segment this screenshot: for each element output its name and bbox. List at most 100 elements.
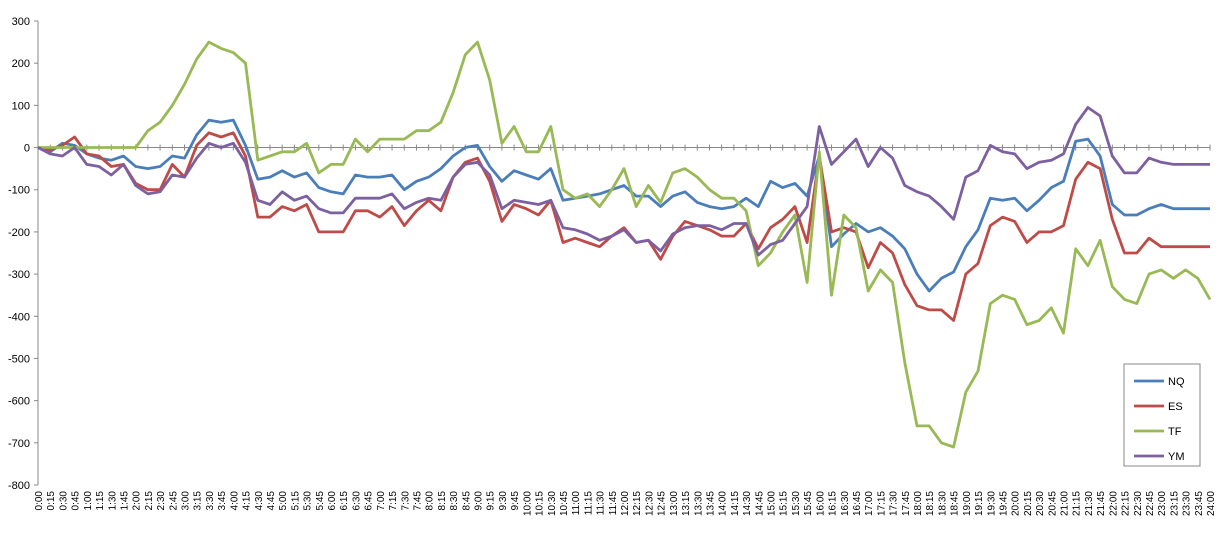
x-tick-label: 12:30 [644, 491, 655, 516]
x-tick-label: 13:30 [693, 491, 704, 516]
x-tick-label: 23:15 [1169, 491, 1180, 516]
x-tick-label: 17:30 [889, 491, 900, 516]
x-tick-label: 20:45 [1047, 491, 1058, 516]
legend-box [1123, 363, 1201, 467]
y-tick-label: 0 [24, 143, 30, 155]
x-tick-label: 7:30 [400, 491, 411, 511]
y-tick-label: -800 [8, 480, 30, 492]
x-tick-label: 0:30 [58, 491, 69, 511]
x-tick-label: 23:00 [1157, 491, 1168, 516]
x-tick-label: 13:00 [669, 491, 680, 516]
x-tick-label: 2:45 [168, 491, 179, 511]
y-tick-label: -100 [8, 185, 30, 197]
x-tick-label: 19:45 [998, 491, 1009, 516]
x-tick-label: 11:30 [596, 491, 607, 516]
x-tick-label: 4:15 [242, 491, 253, 511]
y-tick-label: -300 [8, 269, 30, 281]
x-tick-label: 12:15 [632, 491, 643, 516]
x-tick-label: 6:15 [339, 491, 350, 511]
x-tick-label: 16:00 [815, 491, 826, 516]
x-tick-label: 0:00 [34, 491, 45, 511]
x-tick-label: 20:15 [1023, 491, 1034, 516]
y-tick-label: -500 [8, 353, 30, 365]
y-tick-label: -600 [8, 396, 30, 408]
x-tick-label: 22:30 [1133, 491, 1144, 516]
legend: NQ ES TF YM [1123, 363, 1201, 467]
legend-label-tf: TF [1168, 426, 1182, 438]
x-tick-label: 18:45 [950, 491, 961, 516]
x-tick-label: 16:15 [828, 491, 839, 516]
x-tick-label: 12:00 [620, 491, 631, 516]
x-tick-label: 4:45 [266, 491, 277, 511]
x-tick-label: 5:45 [315, 491, 326, 511]
y-tick-label: -700 [8, 438, 30, 450]
x-tick-label: 17:15 [876, 491, 887, 516]
x-tick-label: 6:00 [327, 491, 338, 511]
x-tick-label: 6:45 [364, 491, 375, 511]
x-tick-label: 10:30 [547, 491, 558, 516]
x-tick-label: 11:45 [608, 491, 619, 516]
x-tick-label: 5:15 [290, 491, 301, 511]
x-tick-label: 5:30 [303, 491, 314, 511]
x-tick-label: 0:45 [71, 491, 82, 511]
x-tick-label: 8:00 [425, 491, 436, 511]
x-tick-label: 21:00 [1060, 491, 1071, 516]
y-tick-label: 100 [12, 100, 30, 112]
x-tick-label: 11:15 [583, 491, 594, 516]
x-tick-label: 2:30 [156, 491, 167, 511]
legend-label-es: ES [1168, 401, 1183, 413]
x-tick-label: 3:45 [217, 491, 228, 511]
x-tick-label: 5:00 [278, 491, 289, 511]
x-tick-label: 19:30 [986, 491, 997, 516]
y-tick-label: 300 [12, 16, 30, 28]
x-tick-label: 3:30 [205, 491, 216, 511]
x-tick-label: 10:15 [535, 491, 546, 516]
x-tick-label: 1:15 [95, 491, 106, 511]
x-tick-label: 15:30 [791, 491, 802, 516]
x-tick-label: 14:00 [718, 491, 729, 516]
y-axis: 300 200 100 0 -100 -200 -300 -400 -500 -600 -700 -8… [8, 16, 39, 492]
x-tick-label: 15:45 [803, 491, 814, 516]
series-lines [37, 40, 1212, 449]
x-tick-label: 19:15 [974, 491, 985, 516]
x-tick-label: 24:00 [1206, 491, 1217, 516]
x-tick-label: 1:00 [83, 491, 94, 511]
x-tick-label: 7:00 [376, 491, 387, 511]
x-tick-label: 2:15 [144, 491, 155, 511]
x-tick-label: 0:15 [46, 491, 57, 511]
x-tick-label: 22:00 [1108, 491, 1119, 516]
x-tick-label: 15:00 [767, 491, 778, 516]
x-tick-label: 18:00 [913, 491, 924, 516]
x-tick-label: 4:30 [254, 491, 265, 511]
x-tick-label: 17:45 [901, 491, 912, 516]
legend-label-nq: NQ [1168, 376, 1185, 388]
x-tick-label: 20:30 [1035, 491, 1046, 516]
x-tick-label: 3:15 [193, 491, 204, 511]
x-tick-label: 7:45 [412, 491, 423, 511]
series-line-ym [37, 106, 1210, 257]
x-tick-label: 20:00 [1011, 491, 1022, 516]
x-tick-label: 6:30 [351, 491, 362, 511]
x-tick-label: 13:45 [705, 491, 716, 516]
series-line-tf [38, 40, 1212, 449]
x-axis: 0:00 0:15 0:30 0:45 1:00 1:15 1:30 1:45 2:00 2:15… [34, 144, 1217, 516]
x-tick-label: 19:00 [962, 491, 973, 516]
x-tick-label: 9:45 [510, 491, 521, 511]
x-tick-label: 2:00 [132, 491, 143, 511]
x-tick-label: 17:00 [864, 491, 875, 516]
x-tick-label: 8:30 [449, 491, 460, 511]
x-tick-label: 22:15 [1121, 491, 1132, 516]
x-tick-label: 13:15 [681, 491, 692, 516]
x-tick-label: 1:45 [119, 491, 130, 511]
x-tick-label: 14:30 [742, 491, 753, 516]
x-tick-label: 16:30 [840, 491, 851, 516]
x-tick-label: 18:30 [937, 491, 948, 516]
x-tick-label: 4:00 [229, 491, 240, 511]
x-tick-label: 18:15 [925, 491, 936, 516]
x-tick-label: 22:45 [1145, 491, 1156, 516]
x-tick-label: 23:30 [1182, 491, 1193, 516]
x-tick-label: 8:15 [437, 491, 448, 511]
x-tick-label: 10:45 [559, 491, 570, 516]
x-tick-label: 12:45 [657, 491, 668, 516]
